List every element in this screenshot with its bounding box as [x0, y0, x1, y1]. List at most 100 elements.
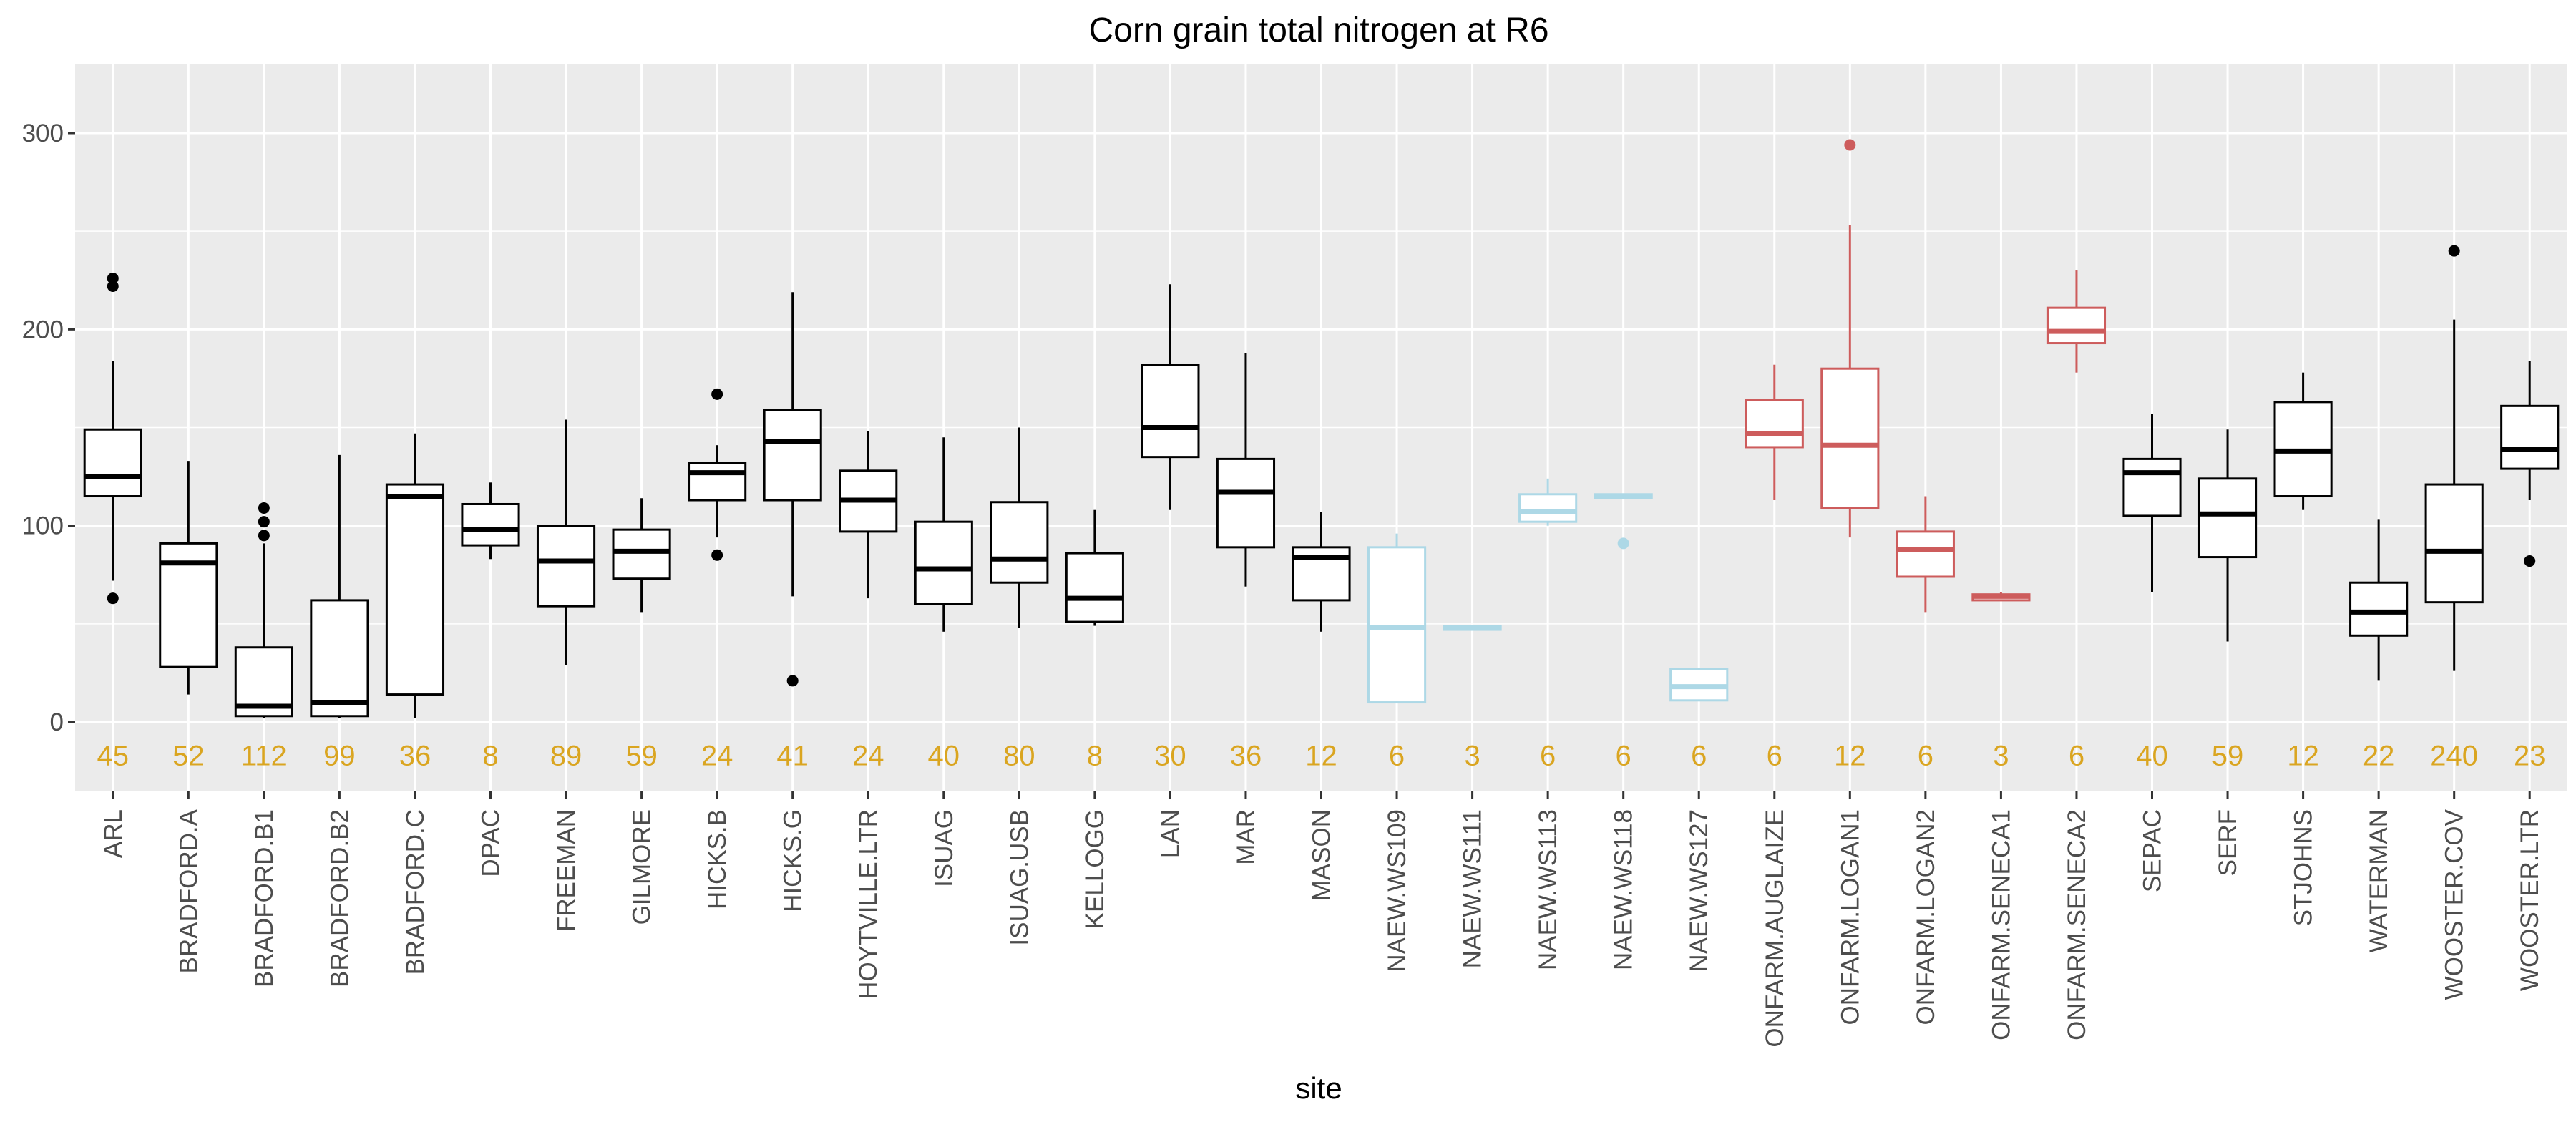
count-label: 41	[776, 741, 809, 772]
outlier-point	[1844, 139, 1856, 151]
x-tick-label: DPAC	[477, 809, 505, 877]
count-label: 12	[2287, 741, 2319, 772]
x-tick-label: MASON	[1308, 809, 1336, 901]
count-label: 36	[399, 741, 431, 772]
x-tick-label: KELLOGG	[1081, 809, 1109, 929]
x-tick-label: NAEW.WS113	[1534, 809, 1562, 970]
x-tick-label: WOOSTER.LTR	[2516, 809, 2544, 991]
count-label: 24	[852, 741, 884, 772]
box-mar	[1216, 353, 1276, 587]
x-tick-label: NAEW.WS109	[1383, 809, 1411, 972]
outlier-point	[258, 502, 270, 514]
count-label: 22	[2363, 741, 2395, 772]
box-iqr	[2197, 477, 2258, 559]
x-tick-label: ONFARM.LOGAN2	[1912, 809, 1940, 1025]
x-tick-label: ONFARM.SENECA2	[2063, 809, 2091, 1040]
y-tick-label: 100	[22, 512, 64, 540]
box-onfarm-auglaize	[1745, 364, 1804, 500]
x-tick-label: BRADFORD.B2	[326, 809, 353, 987]
x-tick-label: FREEMAN	[552, 809, 580, 932]
box-iqr	[1065, 552, 1124, 623]
box-iqr	[385, 483, 445, 696]
x-tick-label: NAEW.WS127	[1685, 809, 1713, 972]
box-onfarm-logan1	[1820, 139, 1880, 538]
count-label: 89	[550, 741, 582, 772]
box-naew-ws127	[1669, 668, 1729, 702]
box-iqr	[612, 528, 671, 580]
x-tick-label: BRADFORD.A	[175, 809, 203, 973]
box-iqr	[1216, 457, 1276, 549]
box-iqr	[2046, 306, 2107, 345]
count-label: 6	[1616, 741, 1631, 772]
count-label: 112	[241, 741, 287, 772]
outlier-point	[258, 516, 270, 528]
x-axis-label: site	[1295, 1071, 1342, 1105]
box-naew-ws111	[1443, 625, 1502, 631]
outlier-point	[258, 530, 270, 542]
count-label: 6	[1691, 741, 1707, 772]
count-label: 3	[1464, 741, 1480, 772]
x-axis: ARL BRADFORD.A BRADFORD.B1 BRADFORD.B2 BRADF…	[99, 791, 2544, 1048]
box-wooster-ltr	[2500, 361, 2560, 567]
box-naew-ws109	[1367, 533, 1427, 704]
box-iqr	[461, 502, 520, 547]
count-label: 6	[1540, 741, 1556, 772]
x-tick-label: ONFARM.LOGAN1	[1836, 809, 1864, 1025]
box-onfarm-logan2	[1896, 496, 1955, 613]
count-label: 40	[2136, 741, 2168, 772]
count-label: 52	[172, 741, 205, 772]
sample-counts: 45 52 112 99 36 8 89 59 24 41 24 40 80 8 30 36 12 6 3 6 6 6 6 1…	[97, 741, 2546, 772]
count-label: 6	[1767, 741, 1782, 772]
outlier-point	[1617, 537, 1629, 550]
outlier-point	[2524, 555, 2536, 567]
x-tick-label: HOYTVILLE.LTR	[854, 809, 882, 1000]
x-tick-label: WOOSTER.COV	[2441, 809, 2469, 1000]
count-label: 240	[2430, 741, 2478, 772]
box-onfarm-seneca2	[2046, 270, 2107, 373]
box-iqr	[914, 520, 973, 605]
x-tick-label: SEPAC	[2139, 809, 2167, 892]
x-tick-label: ARL	[99, 809, 127, 858]
box-hoytville-ltr	[839, 431, 898, 599]
count-label: 30	[1154, 741, 1186, 772]
box-dpac	[461, 482, 520, 560]
box-iqr	[763, 409, 822, 502]
x-tick-label: NAEW.WS118	[1610, 809, 1638, 970]
count-label: 8	[482, 741, 498, 772]
count-label: 8	[1087, 741, 1103, 772]
box-iqr	[83, 428, 142, 498]
count-label: 45	[97, 741, 130, 772]
x-tick-label: WATERMAN	[2365, 809, 2393, 952]
box-lan	[1141, 284, 1200, 510]
box-arl	[83, 273, 142, 605]
count-label: 59	[625, 741, 658, 772]
box-iqr	[2424, 483, 2484, 604]
box-iqr	[1896, 530, 1955, 578]
box-iqr	[1141, 364, 1200, 459]
x-tick-label: STJOHNS	[2290, 809, 2318, 926]
x-tick-label: ONFARM.AUGLAIZE	[1761, 809, 1789, 1048]
box-freeman	[536, 419, 596, 665]
box-iqr	[2349, 581, 2409, 637]
outlier-point	[107, 280, 119, 292]
count-label: 12	[1834, 741, 1866, 772]
x-tick-label: NAEW.WS111	[1459, 809, 1487, 968]
y-axis: 0 100 200 300	[22, 119, 75, 736]
box-hicks-g	[763, 292, 822, 687]
x-tick-label: HICKS.G	[779, 809, 807, 912]
box-waterman	[2349, 519, 2409, 681]
outlier-point	[107, 273, 119, 285]
box-iqr	[536, 525, 596, 608]
outlier-point	[711, 549, 723, 561]
box-bradford-a	[159, 461, 218, 695]
x-tick-label: MAR	[1232, 809, 1260, 865]
box-kellogg	[1065, 509, 1124, 626]
chart-title: Corn grain total nitrogen at R6	[1088, 11, 1548, 49]
box-stjohns	[2273, 372, 2333, 510]
box-naew-ws113	[1518, 478, 1578, 526]
y-tick-label: 300	[22, 119, 64, 147]
box-serf	[2197, 429, 2258, 642]
count-label: 3	[1993, 741, 2009, 772]
x-tick-label: LAN	[1156, 809, 1184, 858]
